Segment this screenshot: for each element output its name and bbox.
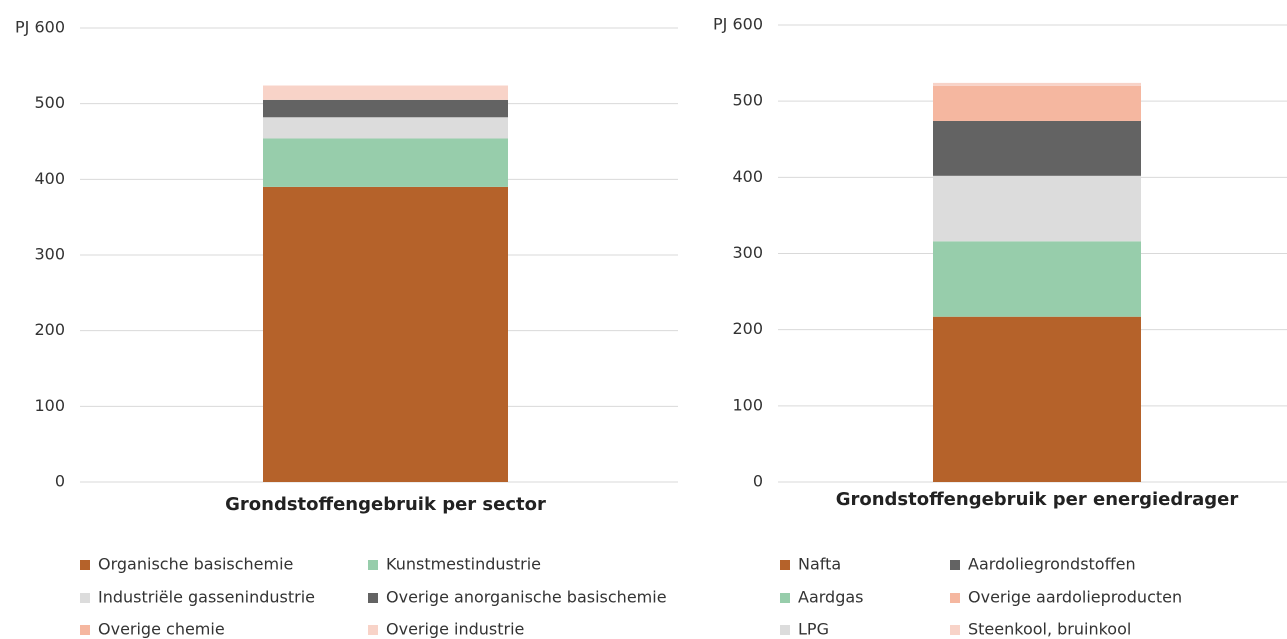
- legend-label: Overige anorganische basischemie: [386, 588, 667, 607]
- y-tick-label: 0: [55, 472, 65, 491]
- bar-segment: [263, 99, 508, 118]
- x-category-label: Grondstoffengebruik per energiedrager: [836, 489, 1239, 510]
- legend-label: Aardgas: [798, 588, 864, 607]
- legend-swatch: [80, 625, 90, 635]
- legend-swatch: [780, 625, 790, 635]
- legend-label: Nafta: [798, 555, 841, 574]
- bar-segment: [933, 120, 1141, 176]
- bar-segment: [933, 316, 1141, 482]
- y-tick-label: 200: [732, 319, 763, 338]
- y-tick-label: 100: [732, 395, 763, 414]
- legend-label: Industriële gassenindustrie: [98, 588, 315, 607]
- bar-segment: [263, 85, 508, 100]
- legend-label: Overige industrie: [386, 620, 524, 639]
- legend-swatch: [368, 560, 378, 570]
- bar-segment: [263, 186, 508, 482]
- y-tick-label: 300: [34, 245, 65, 264]
- x-category-label: Grondstoffengebruik per sector: [225, 494, 546, 515]
- legend-swatch: [368, 593, 378, 603]
- bar-segment: [933, 85, 1141, 121]
- y-tick-label: PJ 600: [713, 15, 763, 34]
- legend-swatch: [950, 625, 960, 635]
- bar-segment: [933, 82, 1141, 86]
- legend-swatch: [80, 593, 90, 603]
- legend-label: Kunstmestindustrie: [386, 555, 541, 574]
- bar-segment: [933, 241, 1141, 317]
- legend-label: Aardoliegrondstoffen: [968, 555, 1136, 574]
- y-tick-label: PJ 600: [15, 18, 65, 37]
- bar-segment: [263, 117, 508, 139]
- legend-label: Steenkool, bruinkool: [968, 620, 1131, 639]
- legend-swatch: [780, 593, 790, 603]
- y-tick-label: 0: [753, 472, 763, 491]
- y-tick-label: 400: [732, 167, 763, 186]
- y-tick-label: 300: [732, 243, 763, 262]
- legend-swatch: [80, 560, 90, 570]
- bar-segment: [263, 138, 508, 187]
- legend-label: LPG: [798, 620, 829, 639]
- y-tick-label: 200: [34, 320, 65, 339]
- legend-label: Organische basischemie: [98, 555, 293, 574]
- y-tick-label: 400: [34, 169, 65, 188]
- legend-swatch: [368, 625, 378, 635]
- legend-label: Overige chemie: [98, 620, 225, 639]
- y-tick-label: 500: [732, 91, 763, 110]
- y-tick-label: 100: [34, 396, 65, 415]
- legend-swatch: [950, 593, 960, 603]
- legend-swatch: [950, 560, 960, 570]
- legend-swatch: [780, 560, 790, 570]
- legend-label: Overige aardolieproducten: [968, 588, 1182, 607]
- bar-segment: [933, 175, 1141, 242]
- y-tick-label: 500: [34, 93, 65, 112]
